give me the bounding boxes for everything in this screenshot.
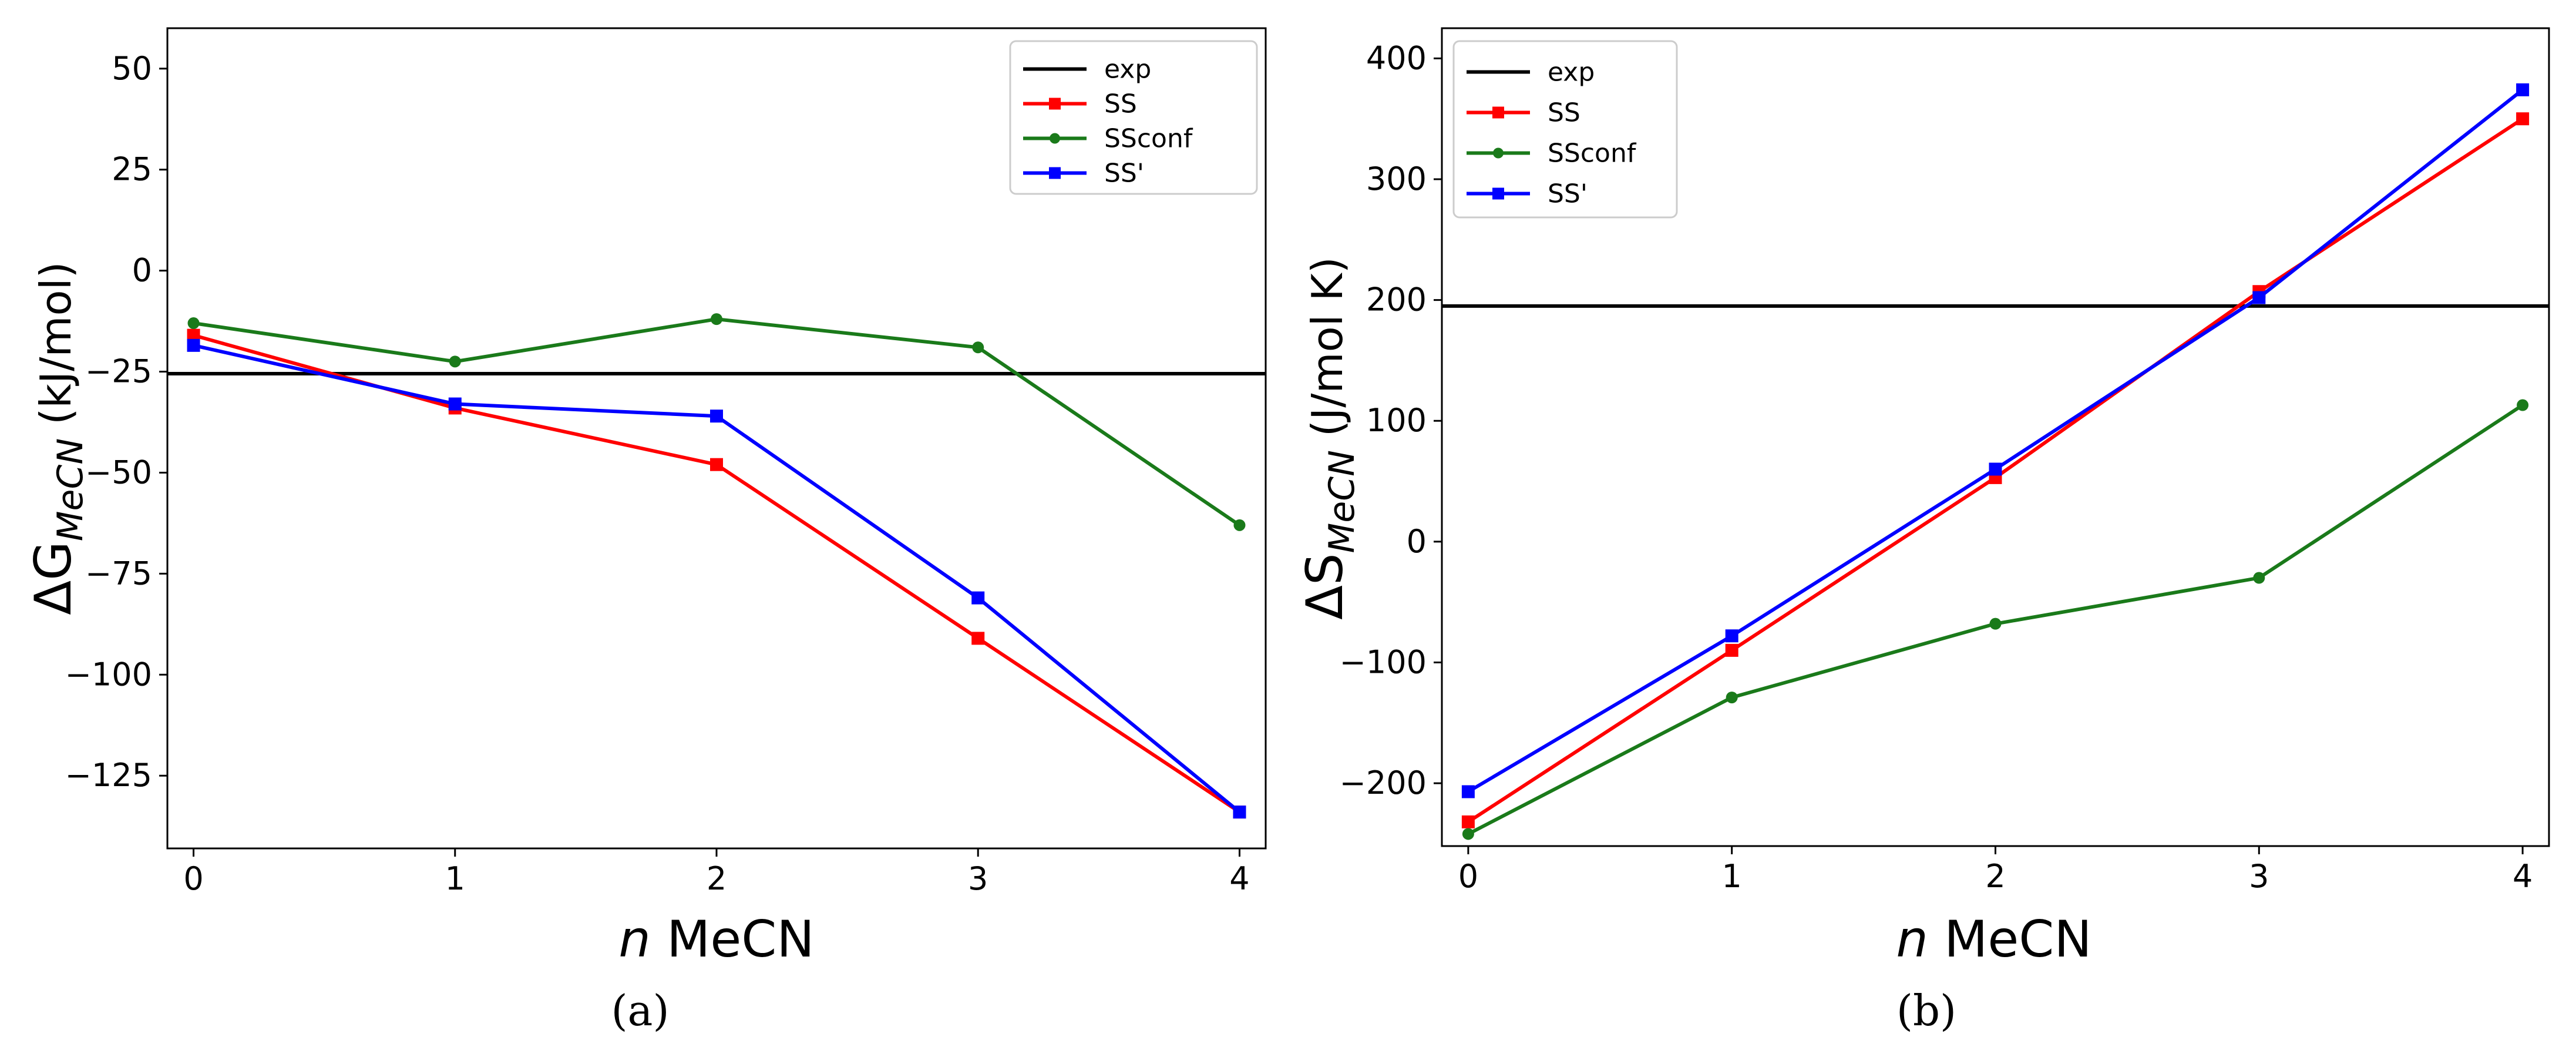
- panel-a-y-axis-label: ΔGMeCN (kJ/mol): [24, 261, 91, 615]
- panel-a-x-axis-label: n MeCN: [618, 910, 814, 969]
- panel-a-series-ss-prime-point: [1233, 806, 1246, 819]
- panel-b-y-tick-label: 300: [1366, 160, 1427, 197]
- panel-a-series: [167, 313, 1266, 819]
- panel-a-x-tick-label: 3: [968, 860, 988, 897]
- panel-a-legend: exp SS SSconf SS': [1009, 40, 1258, 195]
- panel-a-series-ss-point: [971, 632, 985, 645]
- panel-b-series-ssconf-point: [2517, 399, 2529, 411]
- panel-a-y-tick-label: −25: [85, 353, 152, 390]
- panel-b-series-ss-point: [1461, 815, 1475, 828]
- panel-b-y-tick-label: 0: [1407, 523, 1427, 560]
- panel-a-series-ssconf-point: [187, 317, 200, 330]
- panel-a-series-ss-prime-point: [971, 591, 985, 605]
- panel-a-legend-ss-prime-label: SS': [1104, 159, 1144, 189]
- panel-a-y-ticks: 50 25 0 −25 −50 −75 −100 −125: [65, 50, 167, 794]
- panel-b-caption: (b): [1896, 986, 1956, 1035]
- panel-b-legend: exp SS SSconf SS': [1452, 40, 1678, 219]
- panel-b-y-tick-label: −200: [1340, 764, 1427, 801]
- panel-a-series-ss-prime-point: [710, 410, 723, 423]
- panel-b-series-ss-point: [1725, 643, 1738, 657]
- panel-a-series-ss-prime-point: [448, 397, 462, 411]
- panel-b-y-tick-label: 200: [1366, 281, 1427, 318]
- panel-a-x-ticks: 0 1 2 3 4: [183, 848, 1250, 897]
- panel-b-series-ss-prime-point: [2252, 291, 2266, 304]
- panel-a-series-ssconf-point: [972, 341, 984, 354]
- panel-a-series-ss-prime-point: [187, 338, 200, 352]
- panel-b-series-ss-prime-point: [1461, 785, 1475, 798]
- panel-a-x-tick-label: 4: [1229, 860, 1249, 897]
- panel-b-legend-box: [1452, 40, 1678, 219]
- panel-a-x-tick-label: 0: [183, 860, 203, 897]
- panel-a-y-tick-label: 50: [112, 50, 152, 87]
- panel-a-series-ssconf-point: [449, 355, 461, 368]
- panel-b-x-tick-label: 3: [2249, 858, 2269, 895]
- panel-b-x-tick-label: 0: [1458, 858, 1478, 895]
- panel-a-legend-box: [1009, 40, 1258, 195]
- panel-b-series-ssconf-point: [1726, 692, 1738, 704]
- panel-a-y-tick-label: −50: [85, 454, 152, 491]
- panel-b-y-axis-label: ΔSMeCN (J/mol K): [1296, 257, 1363, 620]
- panel-a-y-tick-label: −125: [65, 757, 152, 794]
- panel-b-series-ssconf-point: [2253, 572, 2265, 584]
- panel-a-caption: (a): [611, 986, 669, 1035]
- panel-b-series-ssconf-point: [1989, 618, 2002, 630]
- panel-a-x-tick-label: 2: [707, 860, 727, 897]
- panel-a-y-tick-label: 0: [132, 252, 152, 289]
- panel-b-y-tick-label: 100: [1366, 402, 1427, 439]
- panel-b-x-axis-label: n MeCN: [1896, 910, 2091, 969]
- panel-a-legend-ssconf-label: SSconf: [1104, 124, 1193, 154]
- panel-a-legend-ssconf-marker: [1050, 133, 1060, 144]
- panel-b-chart: 400 300 200 100 0 −100 −200 0 1 2 3 4 exp SS SSconf S…: [1296, 27, 2550, 1035]
- panel-a-legend-exp-label: exp: [1104, 55, 1151, 85]
- panel-a-legend-ss-prime-marker: [1049, 167, 1061, 179]
- panel-a-y-tick-label: −75: [85, 555, 152, 592]
- panel-a-y-tick-label: −100: [65, 656, 152, 693]
- panel-b-x-ticks: 0 1 2 3 4: [1458, 846, 2533, 895]
- panel-b-series-ss-prime-point: [1725, 629, 1738, 643]
- panel-a-legend-ss-marker: [1049, 98, 1061, 110]
- panel-a-chart: 50 25 0 −25 −50 −75 −100 −125 0 1 2 3 4 exp SS SSconf…: [24, 27, 1267, 1035]
- panel-b-legend-ss-prime-label: SS': [1548, 179, 1588, 209]
- panel-a-series-ssconf-point: [1233, 519, 1246, 531]
- panel-b-series-ssconf-point: [1462, 828, 1474, 840]
- panel-b-series-ss-point: [2516, 112, 2530, 126]
- panel-a-x-tick-label: 1: [445, 860, 465, 897]
- panel-b-legend-ss-label: SS: [1548, 98, 1580, 128]
- panel-a-series-ss-line: [193, 333, 1241, 814]
- panel-a-series-ss-point: [710, 458, 723, 471]
- panel-b-series: [1442, 83, 2549, 840]
- panel-b-legend-ssconf-label: SSconf: [1548, 139, 1637, 169]
- panel-a-legend-ss-label: SS: [1104, 89, 1137, 119]
- panel-b-x-tick-label: 1: [1722, 858, 1742, 895]
- panel-b-x-tick-label: 2: [1985, 858, 2005, 895]
- panel-a-y-tick-label: 25: [112, 151, 152, 188]
- panel-b-legend-ssconf-marker: [1493, 147, 1504, 159]
- panel-b-legend-exp-label: exp: [1548, 58, 1595, 88]
- panel-b-x-tick-label: 4: [2513, 858, 2533, 895]
- panel-b-legend-ss-marker: [1492, 106, 1504, 119]
- panel-b-y-ticks: 400 300 200 100 0 −100 −200: [1340, 39, 1442, 801]
- panel-b-series-ss-prime-point: [1989, 462, 2002, 476]
- panel-b-y-tick-label: 400: [1366, 39, 1427, 76]
- panel-a-series-ssconf-point: [711, 313, 722, 325]
- panel-a-series-ss-point: [187, 328, 200, 342]
- panel-b-legend-ss-prime-marker: [1492, 187, 1504, 200]
- panel-b-y-tick-label: −100: [1340, 643, 1427, 680]
- panel-b-series-ss-prime-point: [2516, 83, 2530, 96]
